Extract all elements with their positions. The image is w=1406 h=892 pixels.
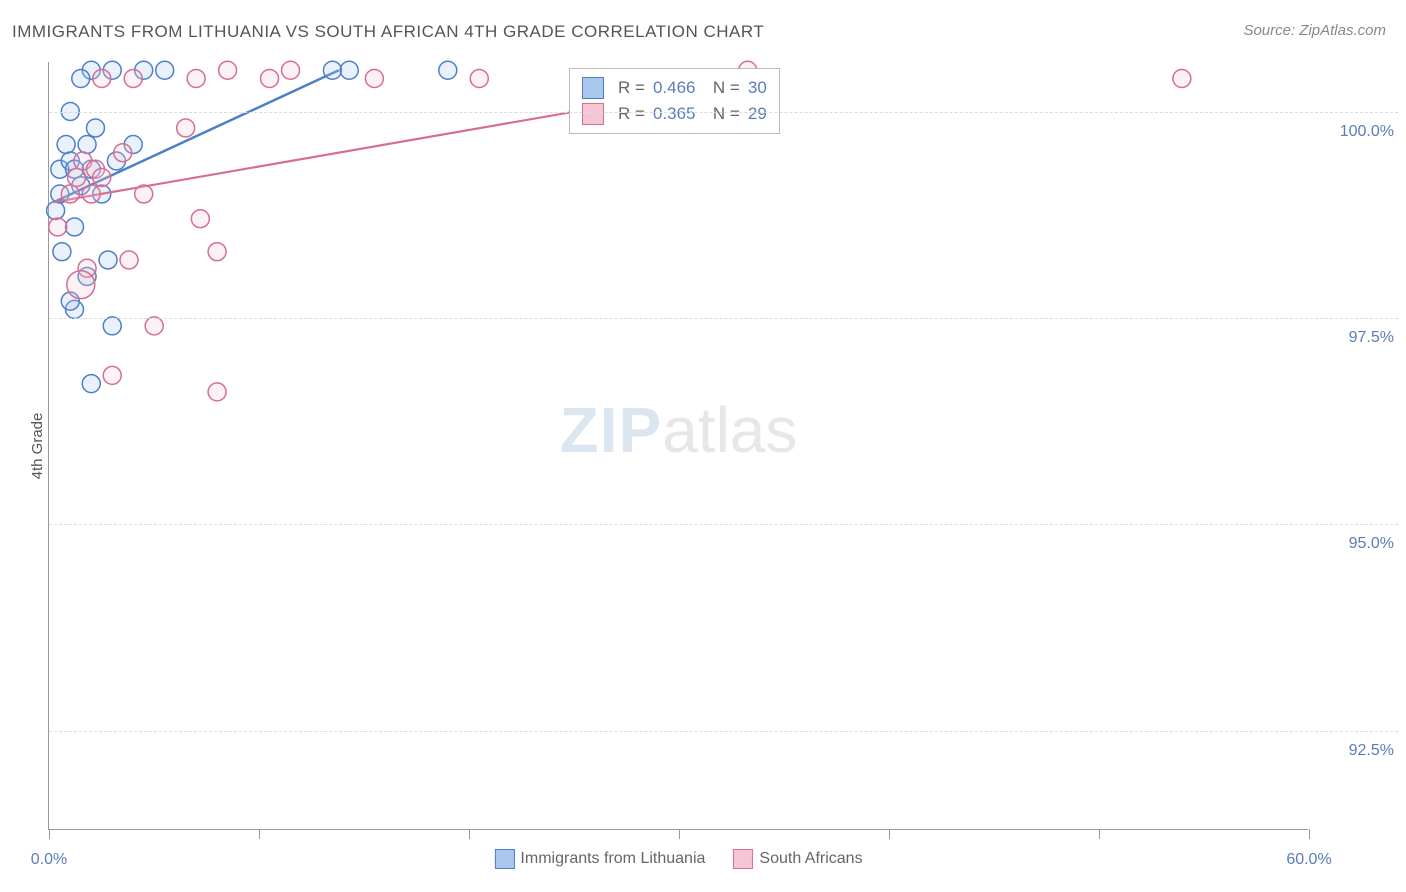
stat-n-label: N = [703,78,739,98]
data-point-pink [1173,70,1191,88]
data-point-pink [191,210,209,228]
stat-swatch-blue [582,77,604,99]
data-point-pink [219,61,237,79]
gridline [49,318,1398,319]
data-point-blue [72,70,90,88]
legend-swatch-pink [733,849,753,869]
stat-r-value-pink: 0.365 [653,104,696,124]
y-tick-label: 100.0% [1314,123,1394,141]
data-point-blue [53,243,71,261]
data-point-blue [86,119,104,137]
data-point-pink [145,317,163,335]
legend-label-pink: South Africans [759,850,862,867]
gridline [49,112,1398,113]
data-point-blue [156,61,174,79]
bottom-legend: Immigrants from Lithuania South Africans [494,849,862,869]
stat-n-label: N = [703,104,739,124]
data-point-pink [82,185,100,203]
gridline [49,731,1398,732]
x-tick [1309,829,1310,839]
data-point-pink [177,119,195,137]
stat-r-label: R = [618,104,645,124]
stat-r-label: R = [618,78,645,98]
data-point-pink [120,251,138,269]
x-tick [259,829,260,839]
legend-swatch-blue [494,849,514,869]
data-point-blue [57,135,75,153]
data-point-blue [323,61,341,79]
data-point-blue [47,201,65,219]
data-point-blue [82,375,100,393]
legend-item-blue: Immigrants from Lithuania [494,849,705,869]
data-point-pink [261,70,279,88]
data-point-pink [187,70,205,88]
y-tick-label: 92.5% [1314,742,1394,760]
correlation-chart: IMMIGRANTS FROM LITHUANIA VS SOUTH AFRIC… [0,0,1406,892]
legend-label-blue: Immigrants from Lithuania [520,850,705,867]
data-point-pink [470,70,488,88]
data-point-pink [365,70,383,88]
chart-title: IMMIGRANTS FROM LITHUANIA VS SOUTH AFRIC… [12,22,764,42]
x-tick [679,829,680,839]
data-point-pink [49,218,67,236]
data-point-pink [93,168,111,186]
data-point-blue [65,218,83,236]
source-credit: Source: ZipAtlas.com [1243,22,1386,39]
x-tick-label: 60.0% [1286,851,1331,869]
data-point-blue [103,317,121,335]
stat-n-value-blue: 30 [748,78,767,98]
data-point-pink [67,271,95,299]
stat-swatch-pink [582,103,604,125]
x-tick [889,829,890,839]
data-point-pink [208,383,226,401]
stat-row-blue: R = 0.466 N = 30 [582,75,767,101]
data-point-pink [208,243,226,261]
legend-item-pink: South Africans [733,849,862,869]
data-point-blue [340,61,358,79]
y-tick-label: 97.5% [1314,329,1394,347]
data-point-pink [61,185,79,203]
data-point-pink [68,168,86,186]
data-point-blue [78,135,96,153]
x-tick [49,829,50,839]
y-axis-label: 4th Grade [29,413,46,480]
stat-r-value-blue: 0.466 [653,78,696,98]
data-point-pink [114,144,132,162]
stat-n-value-pink: 29 [748,104,767,124]
data-point-blue [99,251,117,269]
x-tick [469,829,470,839]
plot-area: ZIPatlas R = 0.466 N = 30R = 0.365 N = 2… [48,62,1308,830]
gridline [49,524,1398,525]
data-point-pink [135,185,153,203]
y-tick-label: 95.0% [1314,535,1394,553]
data-point-blue [439,61,457,79]
x-tick [1099,829,1100,839]
correlation-stat-box: R = 0.466 N = 30R = 0.365 N = 29 [569,68,780,134]
data-point-pink [124,70,142,88]
x-tick-label: 0.0% [31,851,67,869]
stat-row-pink: R = 0.365 N = 29 [582,101,767,127]
data-point-pink [103,366,121,384]
data-point-pink [282,61,300,79]
plot-svg [49,62,1308,829]
data-point-pink [93,70,111,88]
